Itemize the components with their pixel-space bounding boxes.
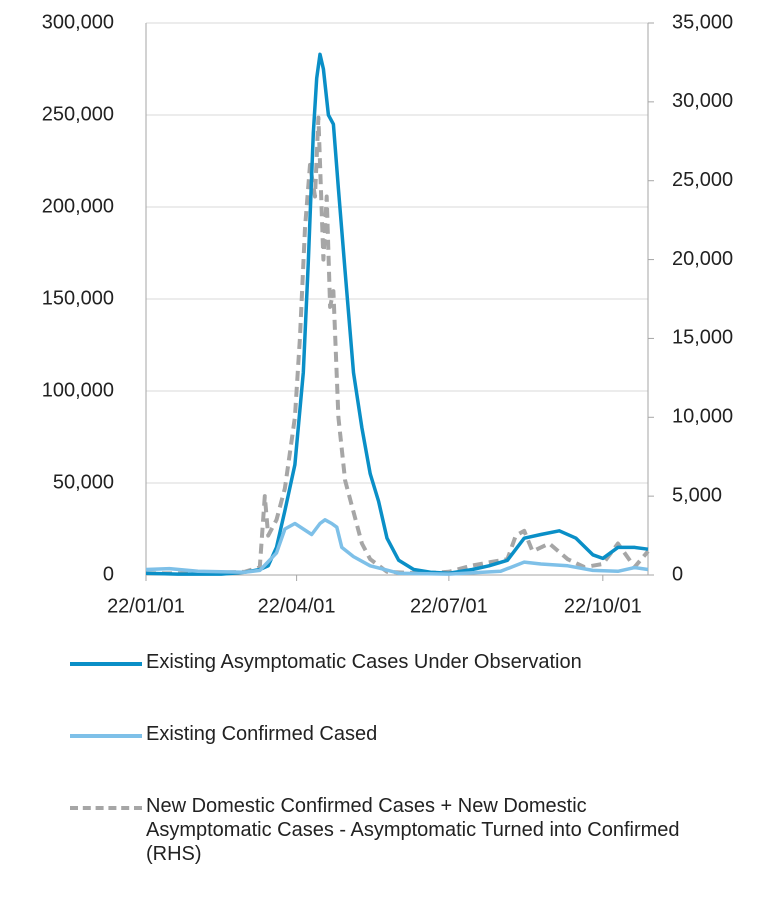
series-line [145,518,649,576]
legend: Existing Asymptomatic Cases Under Observ… [0,650,758,914]
x-tick-label: 22/01/01 [107,595,185,617]
legend-item: New Domestic Confirmed Cases + New Domes… [0,794,758,866]
legend-swatch [70,662,142,666]
y2-tick-label: 10,000 [672,406,733,428]
y2-tick-label: 30,000 [672,90,733,112]
chart: 0 50,000 100,000 150,000 200,000 250,000 300,0… [42,11,733,617]
series-line [146,115,650,576]
legend-label: New Domestic Confirmed Cases + New Domes… [146,795,680,865]
legend-swatch [70,806,142,810]
y-tick-label: 150,000 [42,287,114,309]
x-tick-label: 22/07/01 [410,595,488,617]
x-tick-label: 22/04/01 [258,595,336,617]
legend-label: Existing Asymptomatic Cases Under Observ… [146,651,582,673]
y2-tick-label: 15,000 [672,327,733,349]
legend-swatch [70,734,142,738]
y-tick-label: 200,000 [42,195,114,217]
legend-label: Existing Confirmed Cased [146,723,378,745]
y-tick-label: 250,000 [42,103,114,125]
y-tick-label: 50,000 [53,471,114,493]
y-tick-label: 100,000 [42,379,114,401]
y2-tick-label: 5,000 [672,484,722,506]
y2-tick-label: 25,000 [672,169,733,191]
legend-item: Existing Asymptomatic Cases Under Observ… [0,650,758,674]
y2-tick-label: 20,000 [672,248,733,270]
y2-tick-label: 35,000 [672,11,733,33]
y-tick-label: 0 [103,563,114,585]
legend-item: Existing Confirmed Cased [0,722,758,746]
y-tick-label: 300,000 [42,11,114,33]
series-line [145,52,649,576]
x-tick-label: 22/10/01 [564,595,642,617]
y2-tick-label: 0 [672,563,683,585]
